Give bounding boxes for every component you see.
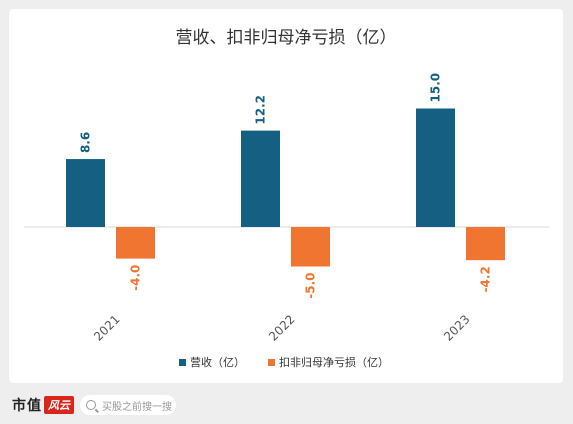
bar-revenue-2023 (416, 108, 455, 227)
legend-label-revenue: 营收（亿） (190, 355, 245, 369)
brand-mark: 风云 (44, 396, 74, 414)
bar-loss-2021 (116, 227, 155, 259)
bar-loss-2022 (291, 227, 330, 267)
legend-swatch-loss (268, 359, 275, 366)
search-placeholder: 买股之前搜一搜 (102, 401, 172, 413)
search-icon (86, 400, 96, 410)
search-box[interactable]: 买股之前搜一搜 (80, 395, 176, 415)
labels-group: 8.6 -4.0 12.2 -5.0 15.0 -4.2 (79, 73, 493, 299)
legend-label-loss: 扣非归母净亏损（亿） (279, 355, 389, 369)
x-tick-label-2021: 2021 (91, 312, 122, 343)
brand-logo[interactable]: 市值 风云 (12, 394, 74, 416)
data-label-loss-2023: -4.2 (479, 266, 493, 292)
x-tick-label-2022: 2022 (266, 312, 297, 343)
bar-loss-2023 (466, 227, 505, 261)
x-ticks-group: 2021 2022 2023 (91, 312, 472, 343)
footer-bar: 市值 风云 买股之前搜一搜 (0, 386, 573, 424)
data-label-revenue-2022: 12.2 (254, 95, 268, 125)
data-label-loss-2022: -5.0 (304, 273, 318, 299)
legend: 营收（亿） 扣非归母净亏损（亿） (179, 355, 389, 369)
x-tick-label-2023: 2023 (441, 312, 472, 343)
legend-swatch-revenue (179, 359, 186, 366)
bars-group (66, 108, 505, 267)
chart-title: 营收、扣非归母净亏损（亿） (176, 28, 397, 48)
data-label-loss-2021: -4.0 (129, 265, 143, 291)
brand-name: 市值 (12, 398, 42, 414)
bar-revenue-2021 (66, 159, 105, 227)
bar-revenue-2022 (241, 130, 280, 227)
data-label-revenue-2023: 15.0 (429, 73, 443, 103)
data-label-revenue-2021: 8.6 (79, 132, 93, 153)
